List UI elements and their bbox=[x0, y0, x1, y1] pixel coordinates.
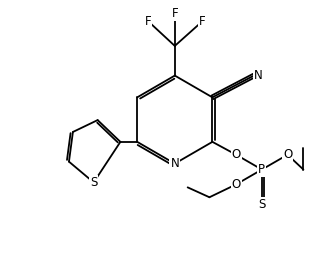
Text: O: O bbox=[231, 148, 241, 161]
Text: O: O bbox=[231, 178, 241, 191]
Text: S: S bbox=[90, 176, 97, 189]
Text: F: F bbox=[171, 7, 178, 20]
Text: N: N bbox=[171, 157, 179, 170]
Text: F: F bbox=[145, 15, 151, 28]
Text: F: F bbox=[199, 15, 206, 28]
Text: S: S bbox=[258, 198, 266, 211]
Text: N: N bbox=[254, 69, 263, 82]
Text: O: O bbox=[283, 148, 292, 161]
Text: P: P bbox=[258, 163, 265, 176]
